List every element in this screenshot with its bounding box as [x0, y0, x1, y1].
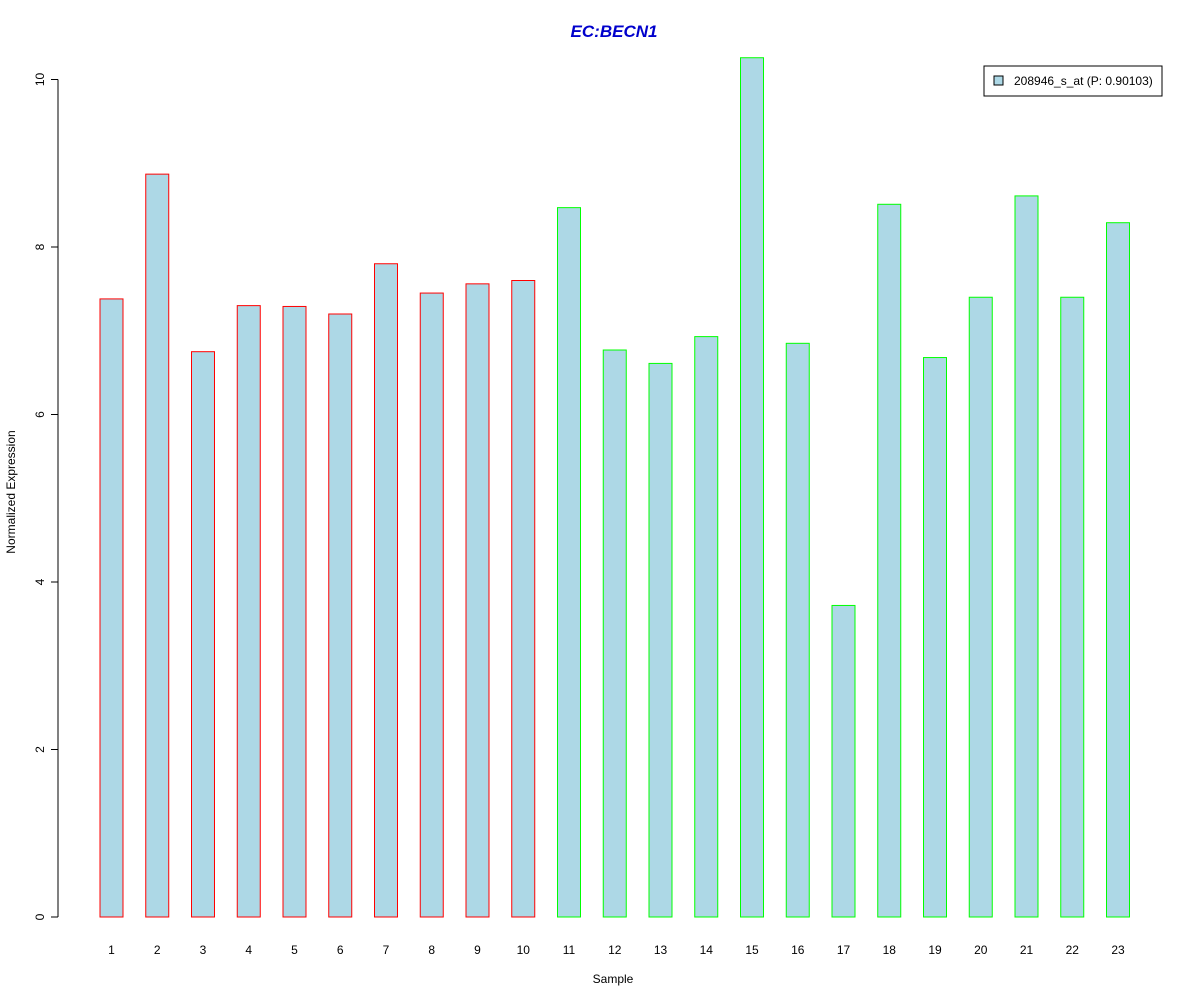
x-tick-label: 14 — [700, 943, 714, 957]
x-tick-label: 16 — [791, 943, 805, 957]
bar — [557, 207, 581, 918]
x-tick-label: 6 — [337, 943, 344, 957]
chart-title: EC:BECN1 — [571, 22, 658, 41]
y-axis: 0 2 4 6 8 10 — [33, 73, 59, 920]
bar — [145, 173, 170, 918]
x-tick-labels: 1 2 3 4 5 6 7 8 9 10 11 12 13 14 15 16 17 18 19 20 21 22 23 — [108, 943, 1125, 957]
x-tick-label: 22 — [1066, 943, 1080, 957]
bar — [923, 357, 947, 918]
bar — [511, 280, 536, 918]
bar — [968, 296, 993, 918]
bar — [694, 336, 719, 918]
y-tick-label: 6 — [33, 411, 47, 418]
x-tick-label: 9 — [474, 943, 481, 957]
x-tick-label: 20 — [974, 943, 988, 957]
x-tick-label: 11 — [563, 943, 576, 957]
x-tick-label: 17 — [837, 943, 851, 957]
x-tick-label: 21 — [1020, 943, 1034, 957]
bar — [785, 342, 810, 918]
x-tick-label: 12 — [608, 943, 622, 957]
y-tick-label: 0 — [33, 913, 47, 920]
x-tick-label: 19 — [928, 943, 942, 957]
y-tick-label: 8 — [33, 243, 47, 250]
bar — [465, 283, 490, 918]
bar — [191, 351, 215, 918]
bar — [282, 305, 307, 918]
bar — [877, 203, 902, 918]
x-tick-label: 15 — [745, 943, 759, 957]
y-axis-label: Normalized Expression — [4, 430, 18, 553]
bar — [602, 349, 627, 918]
x-tick-label: 4 — [245, 943, 252, 957]
x-tick-label: 3 — [200, 943, 207, 957]
bar — [1060, 296, 1085, 918]
bar — [740, 57, 764, 918]
legend-swatch — [993, 75, 1004, 86]
x-tick-label: 23 — [1111, 943, 1125, 957]
x-tick-label: 7 — [383, 943, 390, 957]
x-tick-label: 10 — [517, 943, 531, 957]
y-tick-label: 10 — [33, 73, 47, 87]
legend-box — [983, 65, 1163, 97]
bar — [328, 313, 353, 918]
bar — [419, 292, 444, 918]
x-tick-label: 13 — [654, 943, 668, 957]
bar — [374, 263, 398, 918]
x-tick-label: 8 — [428, 943, 435, 957]
bar — [648, 362, 673, 918]
x-tick-label: 18 — [883, 943, 897, 957]
y-tick-label: 4 — [33, 578, 47, 585]
x-tick-label: 5 — [291, 943, 298, 957]
legend: 208946_s_at (P: 0.90103) — [983, 65, 1163, 97]
bar — [1106, 222, 1130, 918]
y-tick-label: 2 — [33, 746, 47, 753]
bar — [1014, 195, 1039, 918]
x-axis-label: Sample — [593, 972, 634, 986]
x-tick-label: 1 — [108, 943, 115, 957]
bar — [831, 604, 856, 918]
legend-label: 208946_s_at (P: 0.90103) — [1014, 74, 1153, 88]
bar — [99, 298, 124, 918]
bars — [99, 57, 1130, 918]
x-tick-label: 2 — [154, 943, 161, 957]
bar — [236, 305, 261, 918]
